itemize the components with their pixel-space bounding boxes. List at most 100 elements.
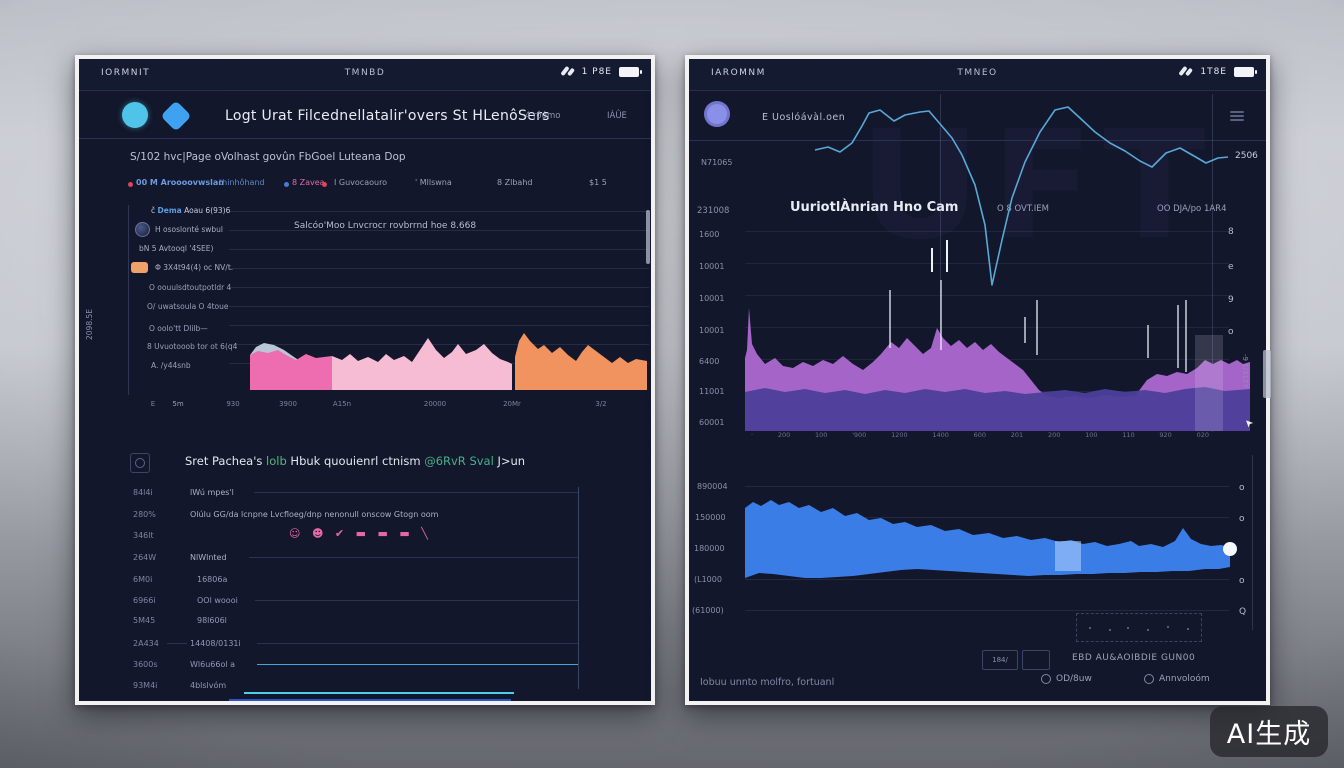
filter-item-2[interactable]: 8 Zavea: [292, 178, 325, 187]
row-val-9: 4blslvóm: [190, 681, 227, 690]
dark-indigo-series: [745, 387, 1250, 431]
row-val-4: 16806a: [197, 575, 228, 584]
x-tick-3: 3900: [279, 400, 297, 408]
row-num-6: 5M45: [133, 616, 156, 625]
radio-option-1[interactable]: OD/8uw: [1041, 674, 1092, 684]
ai-watermark-text: AI生成: [1226, 719, 1312, 750]
row-num-5: 6966i: [133, 596, 156, 605]
x-tick-7: 3/2: [595, 400, 607, 408]
series-item-2[interactable]: bN 5 Avtooql '4SEE): [139, 244, 214, 253]
chart-gridlines: [229, 211, 649, 381]
table-title-p3: J>un: [493, 454, 526, 468]
series-swatch-orange: [131, 262, 148, 273]
pink-area-series: [250, 350, 332, 390]
bottom-cyan-underline: [244, 692, 514, 694]
x-tick-1: 5m: [172, 400, 184, 408]
filter-item-5[interactable]: 8 Zlbahd: [497, 178, 533, 187]
row-leader-5: [255, 600, 578, 601]
kpi-row-label: 231008: [697, 206, 730, 216]
y-tick-5: 11001: [699, 387, 725, 396]
blue-diamond-badge[interactable]: [160, 100, 192, 132]
blue-mini-2: o: [1239, 576, 1245, 586]
series-0-prefix: č: [151, 206, 158, 215]
x-tick: 1400: [932, 431, 949, 439]
header-action-b[interactable]: IÀÛE: [607, 111, 627, 121]
chart-scrollbar[interactable]: [646, 210, 650, 264]
footer-box-1[interactable]: 184/: [982, 650, 1018, 670]
purple-circle-badge[interactable]: [704, 101, 730, 127]
radio-icon: [1041, 674, 1051, 684]
series-item-6[interactable]: O oolo'tt Dlilb—: [149, 324, 208, 333]
row-val-3: NlWlnted: [190, 553, 227, 562]
right-panel-body: UFT IAROMNM TMNEO 1T8E E Uoslóávàl.oen N…: [689, 59, 1266, 701]
leaf-icon: [559, 65, 575, 78]
series-item-3[interactable]: Φ 3X4t94(4) oc NV/t.: [155, 263, 234, 272]
footer-box-2[interactable]: [1022, 650, 1050, 670]
legend-dot: [1187, 628, 1189, 630]
row-stub-7: [167, 643, 187, 644]
header-divider: [79, 138, 651, 139]
mini-label-2: 9: [1228, 295, 1234, 305]
table-title-p1: Sret Pachea's: [185, 454, 267, 468]
y-tick-4: 6400: [699, 357, 720, 366]
white-spike-lines: [889, 280, 1187, 372]
section-icon[interactable]: [130, 453, 150, 473]
series-item-8[interactable]: A. /y44snb: [151, 361, 191, 370]
topbar-center-label: TMNEO: [957, 68, 998, 78]
series-item-5[interactable]: O/ uwatsoula O 4toue: [147, 302, 229, 311]
series-item-7[interactable]: 8 Uvuotooob tor ot 6(q4: [147, 342, 238, 351]
row-val-5: OOl woooi: [197, 596, 238, 605]
filter-item-4[interactable]: ' Mllswna: [415, 178, 452, 187]
filter-item-6[interactable]: $1 5: [589, 178, 607, 187]
topbar-status-cluster: 1 P8E: [559, 65, 642, 78]
row-leader-0: [254, 492, 578, 493]
topbar-left-label: IORMNIT: [101, 68, 151, 78]
filter-item-1[interactable]: 00 M Aroooovwslan: [136, 178, 224, 187]
menu-icon[interactable]: [1230, 109, 1244, 123]
series-0-accent: Dema: [157, 206, 182, 215]
cursor-tick-1: [931, 248, 933, 272]
blue-y-tick-1: 150000: [695, 513, 726, 522]
row-num-4: 6M0i: [133, 575, 153, 584]
series-0-rest: Aoau 6(93)6: [181, 206, 231, 215]
leaf-icon: [1178, 65, 1194, 78]
panel-subtitle: S/102 hvc|Page oVolhast govûn FbGoel Lut…: [130, 151, 406, 163]
x-tick: 110: [1122, 431, 1135, 439]
topbar-left-label: IAROMNM: [711, 68, 766, 78]
trend-line-series: [814, 106, 1229, 286]
right-edge-gridline: [1252, 455, 1253, 630]
series-item-0[interactable]: č Dema Aoau 6(93)6: [151, 206, 230, 215]
series-item-1[interactable]: H ososlonté swbul: [155, 225, 224, 234]
radio-label: OD/8uw: [1056, 674, 1092, 684]
row-val-0: lWú mpes'l: [190, 488, 234, 497]
table-title-green-2: @6RvR Sval: [424, 454, 494, 468]
blue-highlight-patch: [1055, 541, 1081, 571]
cyan-circle-badge[interactable]: [122, 102, 148, 128]
x-tick: 020: [1196, 431, 1209, 439]
kpi-center-label: O 8 OVT.IEM: [997, 204, 1049, 214]
x-tick: 100: [1085, 431, 1098, 439]
filter-item-1b[interactable]: thinhôhand: [219, 178, 265, 187]
filter-dot-blue: [284, 182, 289, 187]
header-action-a[interactable]: 4 rôúmo: [525, 111, 561, 121]
x-tick: 1200: [891, 431, 908, 439]
edge-scroll-tab[interactable]: [1263, 350, 1271, 398]
bottom-blue-underline: [229, 699, 511, 701]
mini-label-0: 8: [1228, 227, 1234, 237]
radio-label: Annvoloóm: [1159, 674, 1210, 684]
radio-option-2[interactable]: Annvoloóm: [1144, 674, 1210, 684]
blue-band-chart: [745, 500, 1237, 578]
x-tick: 920: [1159, 431, 1172, 439]
row-val-6: 98l606l: [197, 616, 227, 625]
table-right-border: [578, 487, 579, 689]
series-item-4[interactable]: O oouulsdtoutpotldr 4: [149, 283, 232, 292]
ghost-watermark-text: UFT: [859, 99, 1216, 273]
row-cyan-line: [257, 664, 578, 665]
x-tick-4: A15n: [332, 400, 352, 408]
filter-item-3[interactable]: I Guvocaouro: [334, 178, 388, 187]
line-end-value: 2506: [1235, 151, 1258, 161]
legend-dot: [1147, 629, 1149, 631]
topbar-right-label: 1T8E: [1200, 67, 1227, 77]
row-val-1: Olúlu GG/da lcnpne Lvcfloeg/dnp nenonull…: [190, 510, 439, 519]
row-icons-pink: ☺ ☻ ✔ ▬ ▬ ▬ ╲: [289, 527, 432, 540]
